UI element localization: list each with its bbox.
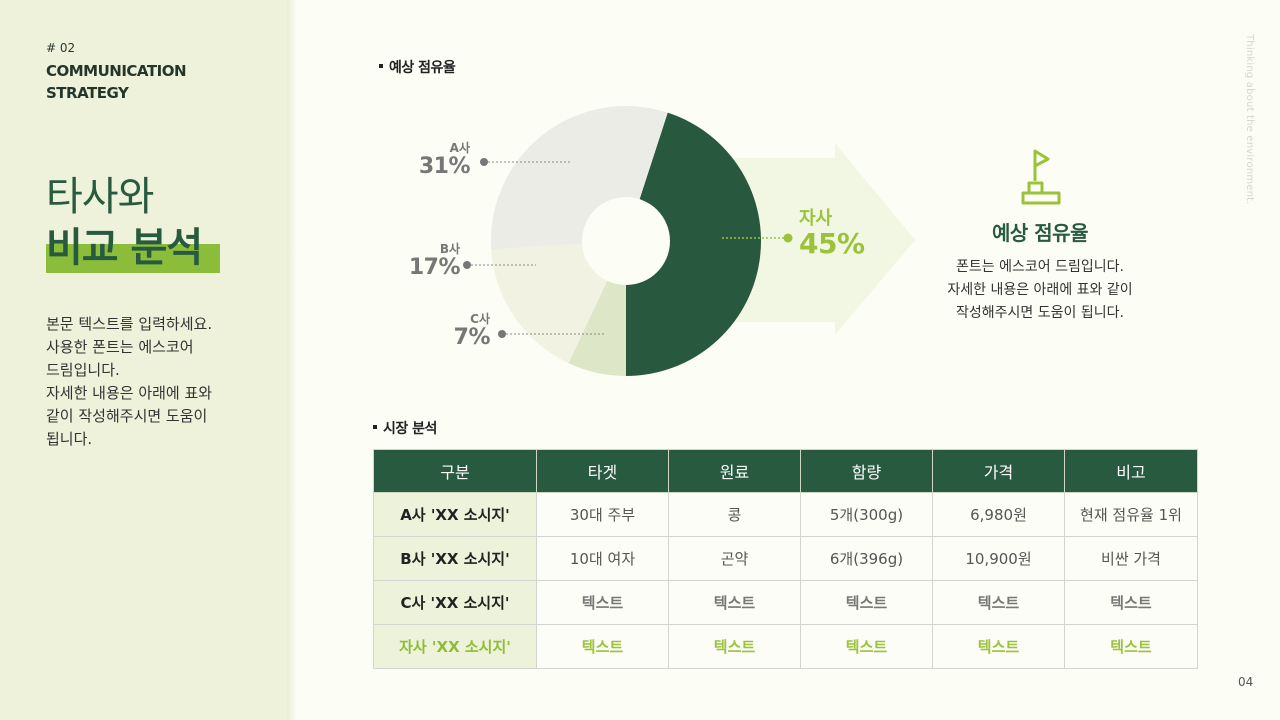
pie-label-a: A사 31% bbox=[410, 141, 471, 179]
pie-label-company: C사 bbox=[470, 312, 490, 326]
sidebar-panel bbox=[0, 0, 287, 720]
market-section-title: 시장 분석 bbox=[373, 418, 437, 438]
table-row: B사 'XX 소시지' 10대 여자 곤약 6개(396g) 10,900원 비… bbox=[373, 536, 1198, 581]
table-cell: 현재 점유율 1위 bbox=[1064, 492, 1198, 537]
table-cell: 10대 여자 bbox=[536, 536, 669, 581]
pie-label-b: B사 17% bbox=[398, 242, 461, 280]
table-cell: 텍스트 bbox=[1064, 580, 1198, 625]
section-number: # 02 bbox=[46, 41, 76, 55]
share-section-title-text: 예상 점유율 bbox=[389, 60, 456, 76]
page-number: 04 bbox=[1238, 675, 1254, 689]
table-cell: 30대 주부 bbox=[536, 492, 669, 537]
leader-dot-own bbox=[783, 233, 793, 243]
body-line: 사용한 폰트는 에스코어 bbox=[46, 338, 194, 356]
column-header: 원료 bbox=[668, 449, 801, 493]
bullet-icon bbox=[379, 64, 383, 68]
pie-slice-자사 bbox=[626, 112, 761, 377]
arrow-shape bbox=[700, 143, 915, 335]
table-row-own-company: 자사 'XX 소시지' 텍스트 텍스트 텍스트 텍스트 텍스트 bbox=[373, 624, 1198, 669]
column-header: 가격 bbox=[932, 449, 1065, 493]
table-cell: 비싼 가격 bbox=[1064, 536, 1198, 581]
table-header-row: 구분 타겟 원료 함량 가격 비고 bbox=[373, 449, 1198, 493]
table-cell: 텍스트 bbox=[1064, 624, 1198, 669]
body-line: 됩니다. bbox=[46, 430, 93, 448]
table-cell: 텍스트 bbox=[536, 580, 669, 625]
market-analysis-table: 구분 타겟 원료 함량 가격 비고 A사 'XX 소시지' 30대 주부 콩 5… bbox=[373, 449, 1198, 669]
info-desc-line: 자세한 내용은 아래에 표와 같이 bbox=[947, 282, 1133, 298]
table-row: A사 'XX 소시지' 30대 주부 콩 5개(300g) 6,980원 현재 … bbox=[373, 492, 1198, 537]
table-cell: 곤약 bbox=[668, 536, 801, 581]
share-section-title: 예상 점유율 bbox=[379, 57, 456, 77]
table-cell: 텍스트 bbox=[800, 624, 933, 669]
section-name-line1: COMMUNICATION bbox=[46, 62, 187, 80]
column-header: 타겟 bbox=[536, 449, 669, 493]
table-cell: 텍스트 bbox=[536, 624, 669, 669]
row-header-cell: B사 'XX 소시지' bbox=[373, 536, 537, 581]
info-box: 예상 점유율 폰트는 에스코어 드림입니다. 자세한 내용은 아래에 표와 같이… bbox=[925, 145, 1155, 325]
pie-label-percent: 31% bbox=[418, 154, 471, 179]
table-cell: 텍스트 bbox=[668, 624, 801, 669]
pie-label-percent: 7% bbox=[453, 325, 491, 350]
market-section-title-text: 시장 분석 bbox=[383, 421, 437, 437]
page-title-line2: 비교 분석 bbox=[46, 225, 203, 271]
body-line: 자세한 내용은 아래에 표와 bbox=[46, 384, 213, 402]
leader-dot-a bbox=[480, 158, 488, 166]
body-text: 본문 텍스트를 입력하세요. 사용한 폰트는 에스코어 드림입니다. 자세한 내… bbox=[46, 313, 246, 451]
table-cell: 콩 bbox=[668, 492, 801, 537]
pie-label-percent: 17% bbox=[408, 255, 461, 280]
pie-label-c: C사 7% bbox=[430, 312, 491, 350]
info-title: 예상 점유율 bbox=[992, 221, 1088, 245]
pie-label-company: 자사 bbox=[799, 208, 833, 229]
info-desc-line: 작성해주시면 도움이 됩니다. bbox=[956, 305, 1124, 321]
info-desc-line: 폰트는 에스코어 드림입니다. bbox=[956, 259, 1124, 275]
pie-label-company: B사 bbox=[439, 242, 460, 256]
column-header: 비고 bbox=[1064, 449, 1198, 493]
body-line: 본문 텍스트를 입력하세요. bbox=[46, 315, 213, 333]
table-cell: 6,980원 bbox=[932, 492, 1065, 537]
sidebar-shadow bbox=[287, 0, 297, 720]
table-cell: 텍스트 bbox=[932, 580, 1065, 625]
page-title-line2-wrap: 비교 분석 bbox=[46, 222, 220, 274]
vertical-side-text: Thinking about the environment. bbox=[1244, 34, 1255, 205]
column-header: 구분 bbox=[373, 449, 537, 493]
pie-label-company: A사 bbox=[449, 141, 470, 155]
bullet-icon bbox=[373, 425, 377, 429]
section-name-line2: STRATEGY bbox=[46, 84, 129, 102]
row-header-cell: 자사 'XX 소시지' bbox=[373, 624, 537, 669]
pie-label-percent: 45% bbox=[799, 227, 865, 260]
pie-label-own: 자사 45% bbox=[799, 209, 879, 259]
info-description: 폰트는 에스코어 드림입니다. 자세한 내용은 아래에 표와 같이 작성해주시면… bbox=[925, 256, 1155, 325]
body-line: 같이 작성해주시면 도움이 bbox=[46, 407, 208, 425]
pie-slices bbox=[491, 106, 761, 377]
body-line: 드림입니다. bbox=[46, 361, 120, 379]
pie-slice-B사 bbox=[491, 241, 626, 364]
table-cell: 6개(396g) bbox=[800, 536, 933, 581]
row-header-cell: A사 'XX 소시지' bbox=[373, 492, 537, 537]
table-row: C사 'XX 소시지' 텍스트 텍스트 텍스트 텍스트 텍스트 bbox=[373, 580, 1198, 625]
section-name: COMMUNICATION STRATEGY bbox=[46, 60, 187, 104]
table-cell: 텍스트 bbox=[800, 580, 933, 625]
table-cell: 5개(300g) bbox=[800, 492, 933, 537]
leader-dot-b bbox=[463, 261, 471, 269]
leader-dot-c bbox=[498, 330, 506, 338]
donut-hole bbox=[582, 197, 670, 285]
flag-icon bbox=[1021, 149, 1061, 205]
table-cell: 10,900원 bbox=[932, 536, 1065, 581]
column-header: 함량 bbox=[800, 449, 933, 493]
title-highlight-bar bbox=[46, 244, 220, 273]
table-cell: 텍스트 bbox=[932, 624, 1065, 669]
table-cell: 텍스트 bbox=[668, 580, 801, 625]
row-header-cell: C사 'XX 소시지' bbox=[373, 580, 537, 625]
page-title-line1: 타사와 bbox=[46, 174, 154, 220]
